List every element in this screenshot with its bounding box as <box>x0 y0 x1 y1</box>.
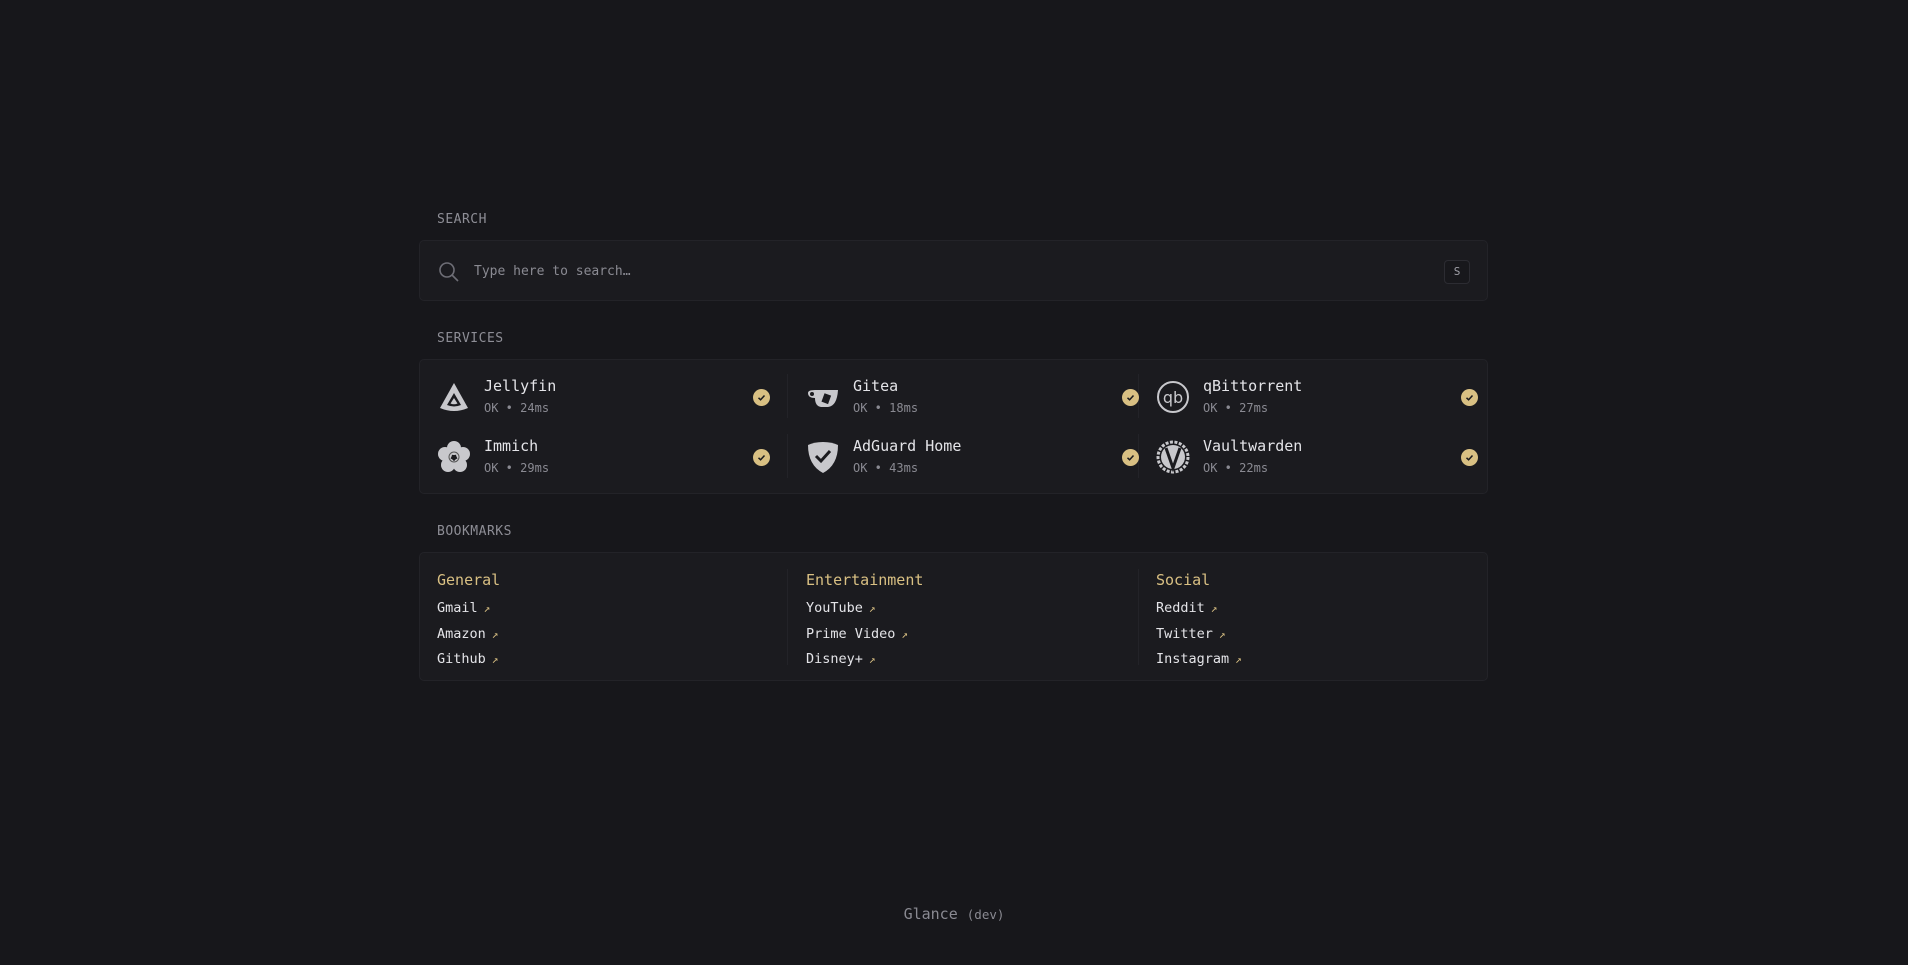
external-link-icon: ↗ <box>483 602 491 615</box>
search-input[interactable] <box>474 257 1374 285</box>
status-ok-icon <box>1122 389 1139 406</box>
bookmark-group-entertainment: Entertainment YouTube ↗ Prime Video ↗ Disn… <box>806 571 923 673</box>
bookmarks-heading: BOOKMARKS <box>437 524 512 539</box>
gitea-icon <box>808 390 838 407</box>
service-jellyfin[interactable]: Jellyfin OK • 24ms <box>437 372 787 422</box>
qbittorrent-icon: qb <box>1157 381 1189 413</box>
immich-icon <box>438 441 470 472</box>
bookmark-link[interactable]: Twitter ↗ <box>1156 625 1226 642</box>
service-immich[interactable]: Immich OK • 29ms <box>437 432 787 482</box>
bookmark-link[interactable]: YouTube ↗ <box>806 600 876 616</box>
external-link-icon: ↗ <box>491 653 499 666</box>
bookmark-group-general: General Gmail ↗ Amazon ↗ Github ↗ <box>437 571 500 673</box>
bookmark-link[interactable]: Gmail ↗ <box>437 600 491 616</box>
service-gitea[interactable]: Gitea OK • 18ms <box>806 372 1139 422</box>
service-adguard-home[interactable]: AdGuard Home OK • 43ms <box>806 432 1139 482</box>
external-link-icon: ↗ <box>1210 602 1218 615</box>
status-ok-icon <box>1122 449 1139 466</box>
bookmark-link[interactable]: Instagram ↗ <box>1156 651 1242 667</box>
bookmarks-widget: General Gmail ↗ Amazon ↗ Github ↗ Entertain… <box>419 552 1488 681</box>
bookmark-link[interactable]: Disney+ ↗ <box>806 651 876 667</box>
bookmark-link[interactable]: Reddit ↗ <box>1156 600 1218 616</box>
search-widget: S <box>419 240 1488 301</box>
external-link-icon: ↗ <box>491 627 499 641</box>
status-ok-icon <box>1461 449 1478 466</box>
external-link-icon: ↗ <box>868 653 876 666</box>
external-link-icon: ↗ <box>1218 627 1226 641</box>
external-link-icon: ↗ <box>868 602 876 615</box>
service-qbittorrent[interactable]: qb qBittorrent OK • 27ms <box>1156 372 1488 422</box>
external-link-icon: ↗ <box>901 627 909 641</box>
status-ok-icon <box>753 389 770 406</box>
status-ok-icon <box>753 449 770 466</box>
search-heading: SEARCH <box>437 212 487 227</box>
bookmark-group-social: Social Reddit ↗ Twitter ↗ Instagram ↗ <box>1156 571 1242 673</box>
svg-text:qb: qb <box>1163 388 1183 407</box>
status-ok-icon <box>1461 389 1478 406</box>
service-vaultwarden[interactable]: Vaultwarden OK • 22ms <box>1156 432 1488 482</box>
search-shortcut-key: S <box>1444 260 1470 284</box>
external-link-icon: ↗ <box>1235 653 1242 666</box>
services-widget: Jellyfin OK • 24ms Gitea OK • 18ms qb qB… <box>419 359 1488 494</box>
adguard-icon <box>808 442 838 473</box>
jellyfin-icon <box>440 383 468 411</box>
bookmark-link[interactable]: Github ↗ <box>437 651 499 667</box>
bookmark-link[interactable]: Prime Video ↗ <box>806 625 909 642</box>
vaultwarden-icon <box>1156 440 1190 474</box>
search-icon <box>439 262 459 282</box>
footer: Glance (dev) <box>903 905 1005 923</box>
services-heading: SERVICES <box>437 331 504 346</box>
bookmark-link[interactable]: Amazon ↗ <box>437 625 499 642</box>
